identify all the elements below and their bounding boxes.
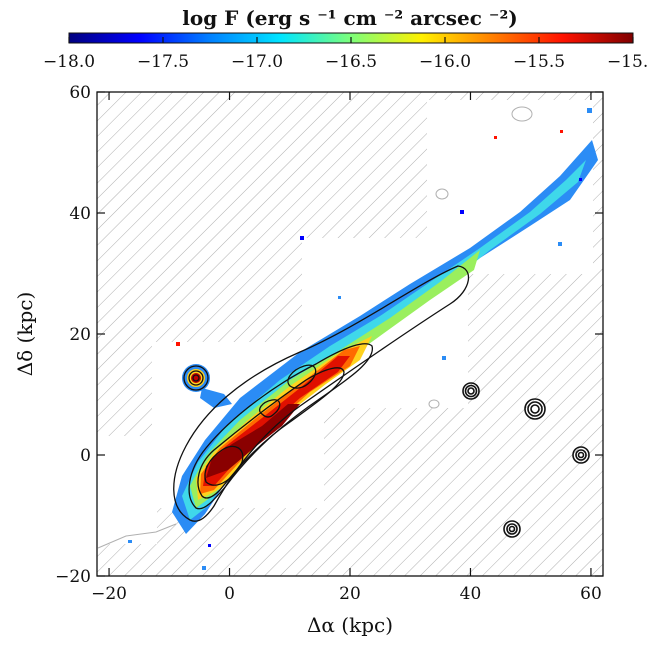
y-tick-label: 20 — [69, 325, 91, 345]
colorbar-title: log F (erg s ⁻¹ cm ⁻² arcsec ⁻²) — [182, 6, 517, 30]
x-axis-label: Δα (kpc) — [307, 613, 393, 637]
source-4 — [503, 520, 521, 538]
source-1 — [462, 382, 480, 400]
colorbar-tick-label: −15.5 — [513, 52, 565, 72]
emission-core — [206, 404, 300, 478]
source-3 — [572, 446, 590, 464]
y-tick-label: −20 — [55, 567, 91, 587]
x-axis: −20 0 20 40 60 — [91, 92, 602, 604]
y-tick-label: 60 — [69, 83, 91, 103]
emission-green — [190, 250, 480, 508]
y-tick-label: 0 — [80, 446, 91, 466]
y-tick-label: 40 — [69, 204, 91, 224]
flux-contours — [173, 265, 470, 522]
plot-area — [97, 92, 603, 576]
observed-footprint — [97, 100, 593, 544]
colorbar-tick-label: −16.5 — [325, 52, 377, 72]
emission-mid — [182, 160, 586, 520]
x-tick-label: 60 — [580, 584, 602, 604]
y-axis-label: Δδ (kpc) — [13, 292, 37, 377]
colorbar-tick-label: −17.0 — [231, 52, 283, 72]
y-axis: −20 0 20 40 60 — [55, 83, 603, 587]
colorbar-tick-label: −17.5 — [137, 52, 189, 72]
x-tick-label: 20 — [339, 584, 361, 604]
source-2 — [524, 398, 546, 420]
knot-bridge — [200, 388, 232, 408]
colorbar-tick-label: −15.0 — [607, 52, 648, 72]
x-tick-label: 0 — [224, 584, 235, 604]
colorbar-ticks: −18.0 −17.5 −17.0 −16.5 −16.0 −15.5 −15.0 — [43, 37, 648, 72]
contour-sources — [462, 382, 590, 538]
x-tick-label: −20 — [91, 584, 127, 604]
emission-outer — [172, 140, 598, 534]
colorbar-tick-label: −18.0 — [43, 52, 95, 72]
x-tick-label: 40 — [460, 584, 482, 604]
grey-contours — [97, 106, 533, 549]
colorbar-tick-label: −16.0 — [419, 52, 471, 72]
noise-speckles — [128, 108, 592, 570]
